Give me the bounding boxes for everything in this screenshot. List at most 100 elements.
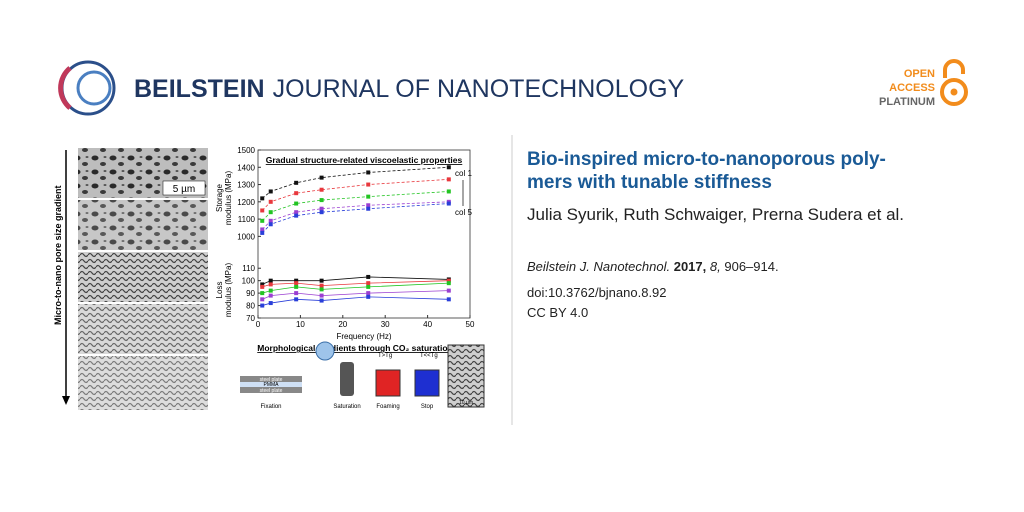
x-tick-label: 10 xyxy=(296,320,305,329)
condition: T<<Tg xyxy=(420,353,438,359)
scale-bar: 5 µm xyxy=(173,184,195,195)
title: Bio-inspired micro-to-nanoporous poly- xyxy=(527,149,886,170)
storage-point xyxy=(294,191,299,196)
y-label: modulus (MPa) xyxy=(224,263,233,318)
scale-bar: 10 µm xyxy=(459,400,473,406)
x-tick-label: 0 xyxy=(256,320,261,329)
loss-point xyxy=(319,287,324,292)
step-label: Stop xyxy=(421,404,434,410)
loss-point xyxy=(260,303,265,308)
y-tick-label: 90 xyxy=(246,289,255,298)
col-label: col 1 xyxy=(455,169,472,178)
condition: T>Tg xyxy=(378,353,392,359)
open-access-badge: OPEN ACCESS PLATINUM xyxy=(879,59,968,108)
plot: Gradual structure-related viscoelastic p… xyxy=(215,146,475,341)
y-tick-label: 1000 xyxy=(237,232,255,241)
loss-point xyxy=(260,284,265,289)
license: CC BY 4.0 xyxy=(527,305,588,320)
loss-point xyxy=(268,293,273,298)
storage-line xyxy=(261,203,449,234)
storage-point xyxy=(294,210,299,215)
process-title: Morphological gradients through CO₂ satu… xyxy=(257,343,453,353)
loss-point xyxy=(446,288,451,293)
storage-point xyxy=(366,194,371,199)
y-label: modulus (MPa) xyxy=(224,171,233,226)
storage-point xyxy=(268,222,273,227)
layer-label: steel plate xyxy=(260,388,283,394)
loss-point xyxy=(268,278,273,283)
layer-label: steel plate xyxy=(260,377,283,383)
loss-point xyxy=(446,297,451,302)
y-tick-label: 1300 xyxy=(237,181,255,190)
loss-point xyxy=(268,301,273,306)
col-label: col 5 xyxy=(455,208,472,217)
layer-label: PMMA xyxy=(264,382,280,388)
title: mers with tunable stiffness xyxy=(527,172,772,193)
loss-point xyxy=(366,294,371,299)
storage-point xyxy=(268,189,273,194)
storage-point xyxy=(446,201,451,206)
storage-point xyxy=(319,187,324,192)
step-label: Saturation xyxy=(333,404,360,410)
y-tick-label: 1500 xyxy=(237,146,255,155)
loss-point xyxy=(294,291,299,296)
loss-line xyxy=(262,296,449,306)
doi: doi:10.3762/bjnano.8.92 xyxy=(527,285,667,300)
loss-point xyxy=(319,293,324,298)
sem-strip: 5 µm Micro-to-nano pore size gradient xyxy=(53,148,208,410)
storage-point xyxy=(260,227,265,232)
gradient-label: Micro-to-nano pore size gradient xyxy=(53,185,63,325)
x-tick-label: 50 xyxy=(466,320,475,329)
storage-point xyxy=(446,189,451,194)
loss-point xyxy=(446,278,451,283)
loss-point xyxy=(319,298,324,303)
storage-point xyxy=(446,177,451,182)
loss-point xyxy=(366,284,371,289)
loss-point xyxy=(294,284,299,289)
step-label: Fixation xyxy=(260,404,281,410)
loss-point xyxy=(294,281,299,286)
storage-point xyxy=(268,210,273,215)
loss-point xyxy=(319,283,324,288)
storage-point xyxy=(294,201,299,206)
loss-point xyxy=(319,278,324,283)
storage-point xyxy=(260,230,265,235)
storage-point xyxy=(268,199,273,204)
x-label: Frequency (Hz) xyxy=(336,332,391,341)
storage-point xyxy=(260,208,265,213)
storage-point xyxy=(319,210,324,215)
storage-point xyxy=(446,165,451,170)
storage-point xyxy=(294,180,299,185)
badge-text: PLATINUM xyxy=(879,96,935,108)
storage-point xyxy=(294,213,299,218)
badge-text: ACCESS xyxy=(889,82,935,94)
y-tick-label: 70 xyxy=(246,314,255,323)
storage-point xyxy=(319,206,324,211)
plot-title: Gradual structure-related viscoelastic p… xyxy=(266,155,463,165)
y-tick-label: 80 xyxy=(246,302,255,311)
loss-point xyxy=(366,281,371,286)
storage-point xyxy=(260,196,265,201)
storage-point xyxy=(366,203,371,208)
process: Morphological gradients through CO₂ satu… xyxy=(240,341,485,410)
brand: BEILSTEIN JOURNAL OF NANOTECHNOLOGY xyxy=(134,75,685,103)
step-label: Foaming xyxy=(376,404,399,410)
badge-text: OPEN xyxy=(904,68,935,80)
loss-point xyxy=(446,281,451,286)
x-tick-label: 20 xyxy=(338,320,347,329)
loss-point xyxy=(260,282,265,287)
y-tick-label: 1200 xyxy=(237,198,255,207)
y-label: Loss xyxy=(215,282,224,299)
y-tick-label: 1400 xyxy=(237,163,255,172)
storage-line xyxy=(261,166,449,199)
x-tick-label: 30 xyxy=(381,320,390,329)
article: Bio-inspired micro-to-nanoporous poly- m… xyxy=(527,149,904,320)
loss-point xyxy=(260,291,265,296)
storage-point xyxy=(366,182,371,187)
loss-line xyxy=(262,280,449,288)
storage-point xyxy=(319,175,324,180)
loss-point xyxy=(294,278,299,283)
loss-point xyxy=(268,288,273,293)
authors: Julia Syurik, Ruth Schwaiger, Prerna Sud… xyxy=(527,205,904,224)
storage-point xyxy=(319,198,324,203)
